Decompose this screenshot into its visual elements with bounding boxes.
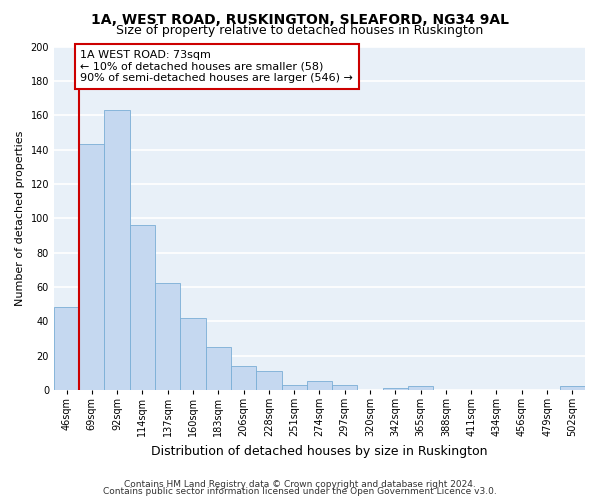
Bar (281, 384, 307, 390)
Bar (560, 386, 585, 390)
Y-axis label: Number of detached properties: Number of detached properties (15, 130, 25, 306)
Bar (206, 347, 231, 390)
Bar (130, 225, 155, 390)
Text: 1A WEST ROAD: 73sqm
← 10% of detached houses are smaller (58)
90% of semi-detach: 1A WEST ROAD: 73sqm ← 10% of detached ho… (80, 50, 353, 83)
Bar (79, 144, 104, 390)
Bar (256, 371, 281, 390)
Bar (181, 318, 206, 390)
Text: 1A, WEST ROAD, RUSKINGTON, SLEAFORD, NG34 9AL: 1A, WEST ROAD, RUSKINGTON, SLEAFORD, NG3… (91, 12, 509, 26)
Bar (307, 382, 332, 390)
Bar (231, 366, 256, 390)
Text: Size of property relative to detached houses in Ruskington: Size of property relative to detached ho… (116, 24, 484, 37)
X-axis label: Distribution of detached houses by size in Ruskington: Distribution of detached houses by size … (151, 444, 488, 458)
Bar (104, 110, 130, 390)
Bar (54, 308, 79, 390)
Bar (383, 388, 408, 390)
Text: Contains HM Land Registry data © Crown copyright and database right 2024.: Contains HM Land Registry data © Crown c… (124, 480, 476, 489)
Text: Contains public sector information licensed under the Open Government Licence v3: Contains public sector information licen… (103, 487, 497, 496)
Bar (155, 284, 181, 390)
Bar (332, 384, 358, 390)
Bar (408, 386, 433, 390)
